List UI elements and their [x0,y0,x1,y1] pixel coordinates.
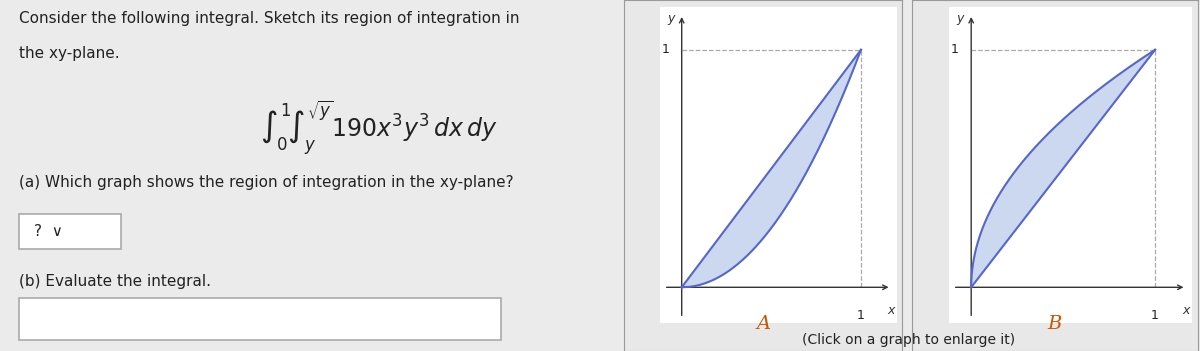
Bar [18,298,500,340]
Text: (a) Which graph shows the region of integration in the xy-plane?: (a) Which graph shows the region of inte… [18,176,514,191]
Text: ?  ∨: ? ∨ [34,224,62,239]
Text: (Click on a graph to enlarge it): (Click on a graph to enlarge it) [803,333,1015,347]
Text: Consider the following integral. Sketch its region of integration in: Consider the following integral. Sketch … [18,11,520,26]
Text: $\int_0^1 \!\int_y^{\sqrt{y}} 190x^3y^3\, dx\, dy$: $\int_0^1 \!\int_y^{\sqrt{y}} 190x^3y^3\… [259,98,497,157]
Bar [18,214,120,249]
Text: (b) Evaluate the integral.: (b) Evaluate the integral. [18,274,210,289]
Text: the xy-plane.: the xy-plane. [18,46,119,61]
Text: B: B [1048,316,1062,333]
Text: A: A [756,316,770,333]
